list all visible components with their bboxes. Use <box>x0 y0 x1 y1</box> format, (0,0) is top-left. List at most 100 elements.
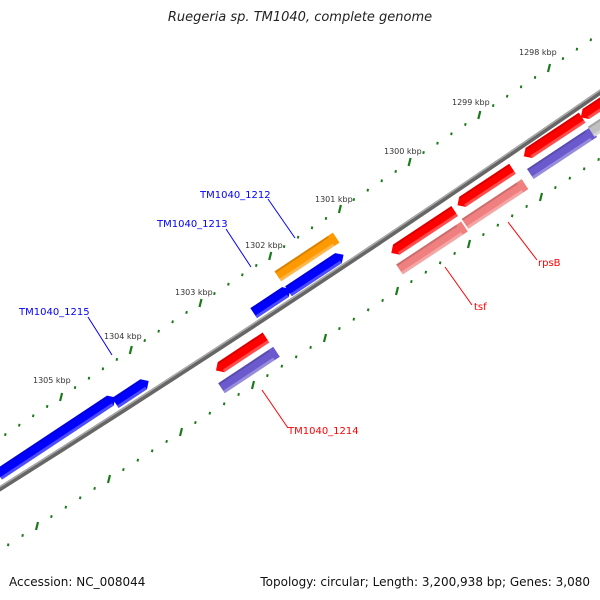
scale-label: 1299 kbp <box>452 98 490 107</box>
upper-scale-minor-tick <box>31 414 35 418</box>
gene-reverse[interactable] <box>213 332 270 375</box>
gene-forward[interactable] <box>112 376 152 409</box>
upper-scale-minor-tick <box>143 339 147 343</box>
gene-label-tm1040_1213[interactable]: TM1040_1213 <box>156 219 228 230</box>
lower-scale-major-tick <box>466 239 472 249</box>
lower-scale-minor-tick <box>482 233 485 237</box>
gene-reverse[interactable] <box>578 73 600 123</box>
label-leader-line <box>267 198 296 239</box>
upper-scale-minor-tick <box>45 404 49 408</box>
scale-label: 1300 kbp <box>384 147 422 156</box>
upper-scale-minor-tick <box>352 198 356 202</box>
gene-label-tm1040_1214[interactable]: TM1040_1214 <box>287 426 359 437</box>
scale-ticks <box>4 38 600 547</box>
upper-scale-minor-tick <box>575 47 579 51</box>
upper-scale-minor-tick <box>73 386 77 390</box>
lower-scale-minor-tick <box>208 411 212 415</box>
upper-scale-minor-tick <box>589 38 593 42</box>
scale-label: 1305 kbp <box>33 376 71 385</box>
lower-scale-minor-tick <box>309 345 312 349</box>
lower-scale-minor-tick <box>438 261 442 265</box>
lower-scale-minor-tick <box>222 402 226 406</box>
scale-label: 1304 kbp <box>104 332 142 341</box>
lower-scale-minor-tick <box>352 317 356 321</box>
upper-scale-minor-tick <box>561 57 565 61</box>
genome-backbone <box>0 89 600 492</box>
lower-scale-major-tick <box>34 521 40 531</box>
scale-label: 1303 kbp <box>175 288 213 297</box>
gene-product_pink[interactable] <box>461 179 529 229</box>
upper-scale-major-tick <box>407 157 412 167</box>
lower-scale-minor-tick <box>597 157 600 161</box>
lower-scale-minor-tick <box>381 298 384 302</box>
scale-label: 1302 kbp <box>245 241 283 250</box>
label-leader-line <box>507 221 538 261</box>
scale-label: 1298 kbp <box>519 48 557 57</box>
lower-scale-minor-tick <box>410 280 413 284</box>
gene-forward[interactable] <box>250 284 293 319</box>
upper-scale-minor-tick <box>464 122 467 126</box>
upper-scale-minor-tick <box>87 376 91 380</box>
upper-scale-minor-tick <box>101 367 105 371</box>
gene-label-rpsb[interactable]: rpsB <box>538 258 561 269</box>
lower-scale-minor-tick <box>165 439 168 443</box>
upper-scale-minor-tick <box>171 320 174 324</box>
genes[interactable] <box>0 73 600 480</box>
gene-forward[interactable] <box>285 250 347 297</box>
gene-rna[interactable] <box>274 232 340 282</box>
lower-scale-minor-tick <box>150 449 154 453</box>
gene-reverse[interactable] <box>521 112 586 162</box>
lower-scale-minor-tick <box>366 308 370 312</box>
gene-product_blue[interactable] <box>218 346 280 394</box>
upper-scale-minor-tick <box>491 104 495 108</box>
lower-scale-minor-tick <box>50 515 53 519</box>
gene-label-tm1040_1215[interactable]: TM1040_1215 <box>18 307 90 318</box>
upper-scale-minor-tick <box>324 216 328 220</box>
lower-scale-minor-tick <box>510 214 514 218</box>
lower-scale-major-tick <box>394 286 400 296</box>
lower-scale-minor-tick <box>568 176 572 180</box>
lower-scale-minor-tick <box>64 505 68 509</box>
gene-reverse[interactable] <box>388 206 458 258</box>
lower-scale-minor-tick <box>525 204 528 208</box>
upper-scale-minor-tick <box>296 235 300 239</box>
upper-scale-minor-tick <box>366 188 370 192</box>
upper-scale-minor-tick <box>241 273 244 277</box>
upper-scale-minor-tick <box>254 263 258 267</box>
upper-scale-minor-tick <box>115 357 119 361</box>
lower-scale-minor-tick <box>496 223 500 227</box>
upper-scale-minor-tick <box>394 169 397 173</box>
lower-scale-minor-tick <box>194 421 197 425</box>
label-leader-line <box>444 266 473 306</box>
upper-scale-minor-tick <box>310 226 314 230</box>
gene-product_pink[interactable] <box>396 221 468 275</box>
lower-scale-minor-tick <box>582 167 586 171</box>
gene-label-tsf[interactable]: tsf <box>474 302 487 313</box>
map-title: Ruegeria sp. TM1040, complete genome <box>167 10 433 25</box>
upper-scale-minor-tick <box>17 423 21 427</box>
upper-scale-major-tick <box>59 392 64 402</box>
lower-scale-minor-tick <box>554 186 557 190</box>
upper-scale-minor-tick <box>227 282 230 286</box>
lower-scale-minor-tick <box>453 251 456 255</box>
gene-reverse[interactable] <box>454 163 516 210</box>
lower-scale-minor-tick <box>266 374 269 378</box>
upper-scale-major-tick <box>268 251 273 261</box>
lower-scale-major-tick <box>250 380 256 390</box>
gene-forward[interactable] <box>0 392 119 480</box>
upper-scale-minor-tick <box>185 310 188 314</box>
lower-scale-major-tick <box>538 192 544 202</box>
gene-product_blue[interactable] <box>527 127 597 179</box>
label-leader-line <box>87 316 113 356</box>
upper-scale-major-tick <box>128 345 133 355</box>
genome-backbone-highlight <box>0 89 600 488</box>
label-leader-line <box>261 389 289 429</box>
gene-label-tm1040_1212[interactable]: TM1040_1212 <box>199 190 271 201</box>
upper-scale-minor-tick <box>4 433 7 437</box>
lower-scale-minor-tick <box>6 543 10 547</box>
upper-scale-minor-tick <box>282 245 286 249</box>
upper-scale-minor-tick <box>422 151 425 155</box>
upper-scale-minor-tick <box>213 292 216 296</box>
